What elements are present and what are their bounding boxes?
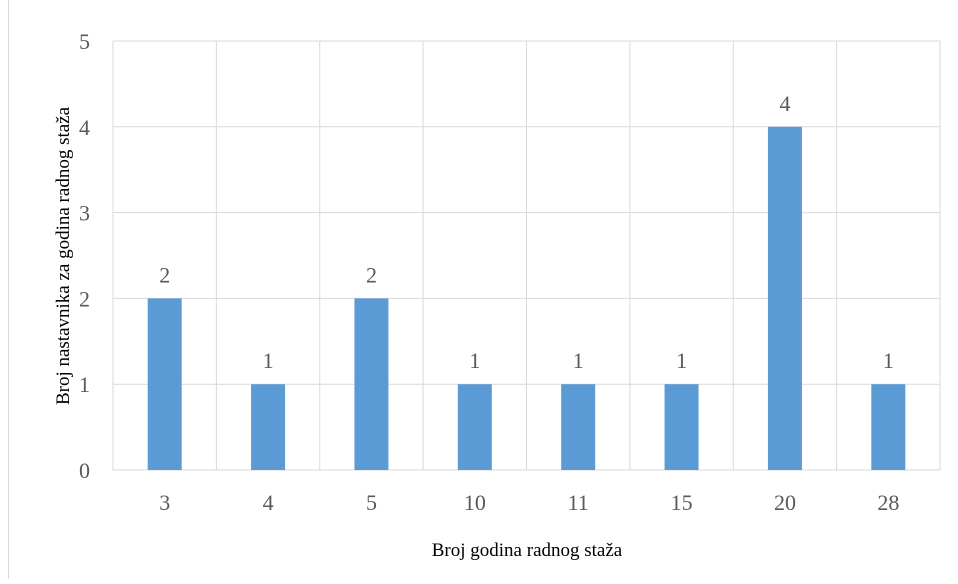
grid-layer bbox=[112, 40, 941, 471]
bar bbox=[561, 384, 596, 470]
y-tick-label: 1 bbox=[79, 372, 90, 397]
y-tick-label: 4 bbox=[79, 115, 90, 140]
data-label: 2 bbox=[159, 262, 170, 287]
y-tick-label: 3 bbox=[79, 201, 90, 226]
left-divider bbox=[8, 0, 9, 579]
bar bbox=[767, 126, 802, 471]
bar bbox=[664, 384, 699, 470]
bar bbox=[251, 384, 286, 470]
data-label: 2 bbox=[366, 262, 377, 287]
x-tick-label: 20 bbox=[774, 490, 796, 515]
bar bbox=[354, 298, 389, 470]
data-label: 1 bbox=[469, 348, 480, 373]
data-label: 1 bbox=[263, 348, 274, 373]
bar bbox=[871, 384, 906, 470]
y-tick-label: 2 bbox=[79, 286, 90, 311]
x-tick-label: 5 bbox=[366, 490, 377, 515]
x-tick-label: 28 bbox=[877, 490, 899, 515]
bar bbox=[147, 298, 182, 470]
y-tick-label: 5 bbox=[79, 29, 90, 54]
bars-layer bbox=[147, 126, 906, 471]
bar bbox=[457, 384, 492, 470]
data-label: 1 bbox=[573, 348, 584, 373]
data-label: 1 bbox=[676, 348, 687, 373]
x-tick-label: 15 bbox=[671, 490, 693, 515]
x-tick-label: 4 bbox=[263, 490, 274, 515]
y-tick-label: 0 bbox=[79, 458, 90, 483]
x-tick-label: 10 bbox=[464, 490, 486, 515]
x-tick-label: 11 bbox=[568, 490, 589, 515]
x-axis-title: Broj godina radnog staža bbox=[432, 540, 623, 561]
data-label: 1 bbox=[883, 348, 894, 373]
data-label: 4 bbox=[779, 91, 790, 116]
y-axis-title: Broj nastavnika za godina radnog staža bbox=[53, 106, 74, 405]
x-tick-label: 3 bbox=[159, 490, 170, 515]
